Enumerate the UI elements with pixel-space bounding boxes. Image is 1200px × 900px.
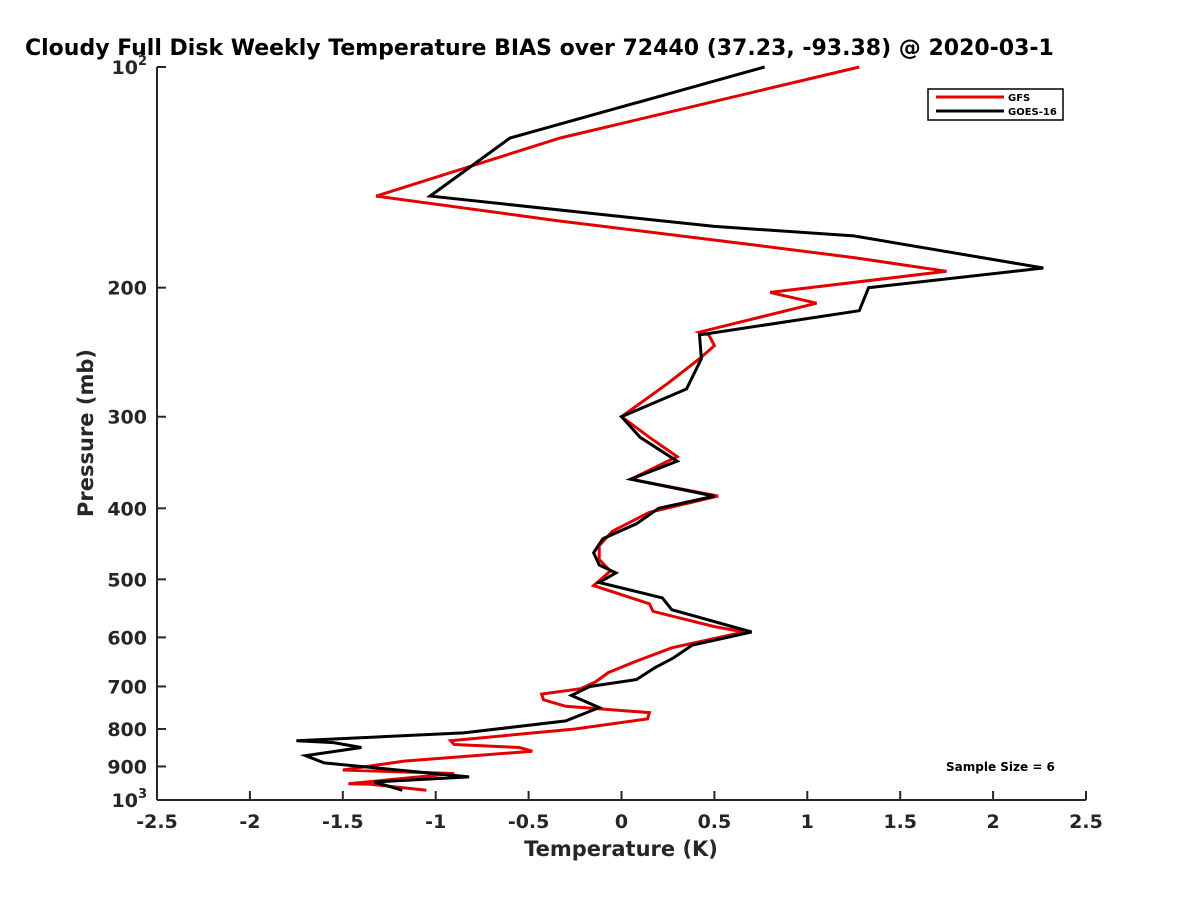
y-axis-ticks: 102 200 300 400 500 600 700 800 900 103 — [107, 54, 166, 812]
plot-area — [296, 65, 1044, 792]
x-tick-label: 0 — [615, 811, 628, 833]
legend-label-goes16: GOES-16 — [1008, 107, 1057, 118]
legend: GFS GOES-16 — [927, 88, 1064, 121]
x-tick-label: 1 — [801, 811, 814, 833]
y-tick-label: 900 — [107, 756, 147, 778]
chart-title: Cloudy Full Disk Weekly Temperature BIAS… — [25, 36, 1054, 61]
x-tick-label: 1.5 — [883, 811, 917, 833]
legend-box — [927, 88, 1064, 121]
x-tick-label: 0.5 — [698, 811, 732, 833]
y-tick-label: 300 — [107, 407, 147, 429]
x-axis-ticks: -2.5 -2 -1.5 -1 -0.5 0 0.5 1 1.5 2 2.5 — [136, 791, 1103, 833]
y-tick-label: 400 — [107, 498, 147, 520]
x-tick-label: -1.5 — [322, 811, 364, 833]
y-tick-label: 800 — [107, 719, 147, 741]
x-tick-label: 2 — [986, 811, 999, 833]
x-tick-label: 2.5 — [1069, 811, 1103, 833]
y-tick-label: 103 — [112, 787, 148, 812]
x-tick-label: -2 — [239, 811, 260, 833]
sample-size-annotation: Sample Size = 6 — [946, 760, 1055, 774]
y-tick-label: 500 — [107, 569, 147, 591]
legend-label-gfs: GFS — [1008, 93, 1030, 104]
y-tick-label: 600 — [107, 627, 147, 649]
y-tick-label: 200 — [107, 278, 147, 300]
series-line-gfs — [342, 65, 947, 792]
x-axis-label: Temperature (K) — [524, 837, 718, 861]
series-line-goes16 — [296, 65, 1044, 792]
y-tick-label: 700 — [107, 676, 147, 698]
x-tick-label: -1 — [425, 811, 446, 833]
x-tick-label: -2.5 — [136, 811, 178, 833]
y-axis-label: Pressure (mb) — [74, 349, 98, 517]
y-tick-label: 102 — [112, 54, 148, 79]
x-tick-label: -0.5 — [508, 811, 550, 833]
